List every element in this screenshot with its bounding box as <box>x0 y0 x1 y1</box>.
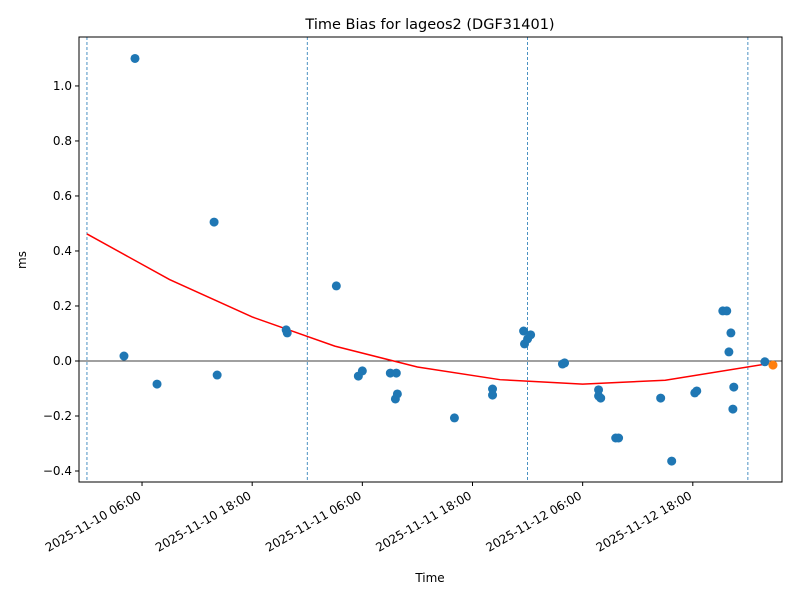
y-tick-label: 0.6 <box>53 189 72 203</box>
point <box>519 326 529 336</box>
x-tick-label: 2025-11-10 06:00 <box>43 488 144 554</box>
point <box>449 413 459 423</box>
x-axis-label: Time <box>414 571 444 585</box>
point <box>152 379 162 389</box>
plot-frame <box>78 36 783 483</box>
point <box>209 217 219 227</box>
point <box>560 358 570 368</box>
point <box>526 330 536 340</box>
point <box>667 456 677 466</box>
y-tick-label: 0.4 <box>53 244 72 258</box>
point <box>726 328 736 338</box>
point <box>392 389 402 399</box>
y-axis-label: ms <box>15 251 29 269</box>
point <box>728 404 738 414</box>
y-tick-label: −0.2 <box>43 409 72 423</box>
point <box>768 360 778 370</box>
y-tick-label: 0.0 <box>53 354 72 368</box>
chart-title: Time Bias for lageos2 (DGF31401) <box>304 17 554 33</box>
point <box>692 386 702 396</box>
point <box>488 390 498 400</box>
y-tick-label: 0.8 <box>53 134 72 148</box>
y-tick-label: 0.2 <box>53 299 72 313</box>
x-tick-label: 2025-11-10 18:00 <box>153 488 254 554</box>
x-tick-label: 2025-11-11 06:00 <box>263 488 364 554</box>
point <box>729 382 739 392</box>
point <box>724 347 734 357</box>
point <box>614 433 624 443</box>
point <box>212 370 222 380</box>
x-tick-label: 2025-11-12 18:00 <box>594 488 695 554</box>
x-tick-label: 2025-11-12 06:00 <box>483 488 584 554</box>
y-tick-label: 1.0 <box>53 79 72 93</box>
point <box>391 368 401 378</box>
point <box>656 393 666 403</box>
point <box>282 328 292 338</box>
point <box>331 281 341 291</box>
point <box>596 393 606 403</box>
point <box>722 306 732 316</box>
x-tick-label: 2025-11-11 18:00 <box>373 488 474 554</box>
y-tick-label: −0.4 <box>43 464 72 478</box>
point <box>130 53 140 63</box>
fit-line <box>86 233 771 385</box>
point <box>357 366 367 376</box>
point <box>119 351 129 361</box>
point <box>760 357 770 367</box>
